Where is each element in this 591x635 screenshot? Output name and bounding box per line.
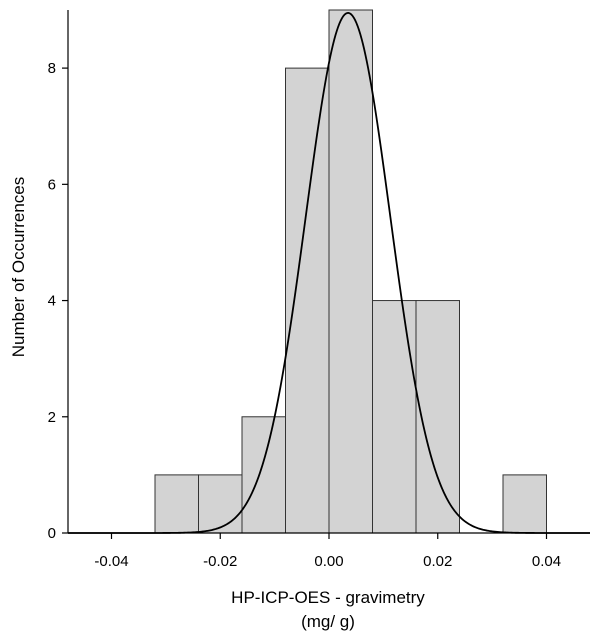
histogram-bar <box>285 67 330 534</box>
y-tick-label: 4 <box>48 293 56 310</box>
y-tick-label: 6 <box>48 176 56 193</box>
histogram-bar <box>502 474 547 534</box>
histogram-bars <box>154 9 547 534</box>
histogram-bar <box>154 474 199 534</box>
x-axis-title: HP-ICP-OES - gravimetry <box>231 588 425 607</box>
y-tick-label: 8 <box>48 60 56 77</box>
histogram-bar <box>241 416 286 534</box>
histogram-bar <box>415 300 460 534</box>
x-tick-label: 0.04 <box>532 553 561 570</box>
y-tick-label: 2 <box>48 409 56 426</box>
axes <box>62 10 590 539</box>
x-tick-label: 0.02 <box>423 553 452 570</box>
y-axis-title: Number of Occurrences <box>9 177 28 357</box>
x-tick-label: -0.04 <box>94 553 128 570</box>
x-tick-label: 0.00 <box>314 553 343 570</box>
x-axis-unit: (mg/ g) <box>301 612 355 631</box>
histogram-bar <box>198 474 243 534</box>
histogram-bar <box>372 300 417 534</box>
x-tick-label: -0.02 <box>203 553 237 570</box>
y-tick-label: 0 <box>48 525 56 542</box>
histogram-bar <box>328 9 373 534</box>
tick-labels: 0 2 4 6 8 -0.04 -0.02 0.00 0.02 0.04 <box>48 60 561 570</box>
